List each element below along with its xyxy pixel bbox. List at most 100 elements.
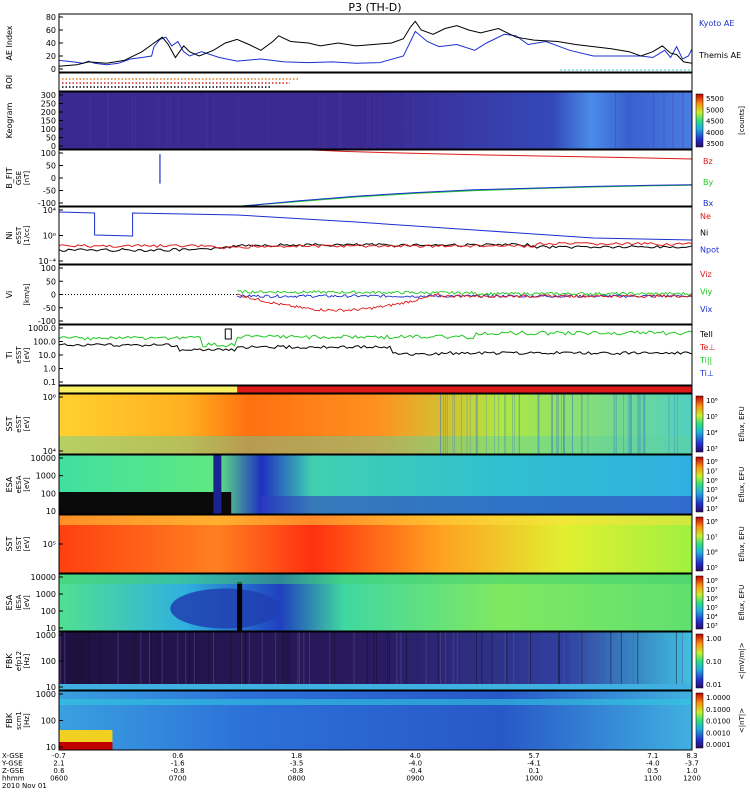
y-tick-label: 10⁵ (43, 540, 56, 549)
eesa-low-band (260, 496, 692, 514)
y-axis-label-ylabel: ESA (5, 594, 14, 610)
axis-row-label: hhmm (2, 775, 25, 783)
axis-row-label: Z-GSE (2, 767, 24, 775)
colorbar-tick: 10⁸ (706, 458, 718, 466)
y-axis-label-ysub: eSST (15, 346, 23, 364)
fbk1-spectrogram (59, 632, 692, 690)
fbk2-red-band (59, 742, 113, 750)
colorbar-tick: 0.0010 (706, 729, 731, 737)
y-tick-label: 100 (41, 657, 56, 666)
colorbar-tick: 10⁴ (706, 496, 718, 504)
y-tick-label: 80 (46, 13, 56, 22)
y-axis-label-yunit: [Hz] (23, 654, 31, 669)
y-axis-label-ylabel: ROI (5, 75, 14, 89)
legend-entry: Viz (700, 270, 712, 279)
axis-tick-value: 2.1 (53, 760, 64, 768)
y-axis-label-ysub: iSST (15, 536, 23, 552)
colorbar-label: Eflux, EFU (738, 467, 746, 502)
y-axis-label-ylabel: Ti (5, 352, 14, 360)
colorbar-tick: 10⁵ (706, 564, 718, 572)
y-tick-label: 150 (41, 117, 56, 126)
axis-tick-value: 0.6 (53, 767, 65, 775)
ni-line (58, 211, 693, 241)
panel-frame-ni (58, 206, 693, 265)
colorbar-tick: 1.00 (706, 635, 722, 643)
y-axis-label-ylabel: FBK (5, 653, 14, 669)
y-tick-label: -50 (43, 304, 56, 313)
time-axis: X-GSE -0.7 0.6 1.8 4.0 5.7 7.1 8.3Y-GSE 2.1 -1.6-… (1, 752, 701, 790)
axis-tick-value: -1.6 (171, 760, 185, 768)
y-axis-label-ysub: eSST (15, 226, 23, 244)
y-tick-label: 10000 (31, 573, 56, 582)
axis-tick-value: 0700 (169, 775, 187, 783)
ne-line (58, 241, 693, 250)
y-tick-label: -50 (43, 187, 56, 196)
legend-entry: Viy (700, 287, 713, 296)
colorbar-tick: 10⁵ (706, 413, 718, 421)
legend-entry: Kyoto AE (699, 19, 734, 28)
mode-bar-slow (59, 386, 238, 393)
legend-entry: Themis AE (698, 51, 741, 60)
iesa-gap (237, 582, 243, 631)
colorbar-tick: 10³ (706, 445, 718, 453)
colorbar-keogram (695, 93, 704, 148)
axis-tick-value: 8.3 (686, 752, 697, 760)
y-tick-label: 100 (41, 264, 56, 273)
colorbar-fbk2 (695, 692, 704, 749)
viz-line (237, 292, 693, 313)
colorbar-label: <|mV/m|> (738, 642, 746, 679)
y-axis-label-ylabel: Vi (5, 291, 14, 299)
y-tick-label: 100 (41, 717, 56, 726)
y-axis-label-ylabel: SST (5, 416, 14, 431)
esst-low-band (59, 436, 692, 454)
colorbar-tick: 10⁶ (706, 477, 718, 485)
fbk2-upper-band (59, 699, 692, 705)
figure-title: P3 (TH-D) (348, 1, 401, 14)
axis-tick-value: 0.5 (647, 767, 658, 775)
ti-gap-box (224, 328, 232, 340)
series-line-bz (311, 149, 693, 160)
y-axis-label-yunit: [eV] (23, 477, 31, 492)
panel-frame-esst (58, 393, 693, 455)
y-tick-label: 1000 (36, 690, 56, 699)
panel-frame-bar (58, 385, 693, 394)
colorbar-tick: 10⁴ (706, 429, 718, 437)
y-tick-label: 100.0 (33, 338, 56, 347)
iesa-blue-region (170, 588, 281, 629)
y-tick-label: 10⁻⁴ (38, 257, 56, 266)
y-axis-label-ylabel: Ni (5, 231, 14, 239)
colorbar-eesa (695, 456, 704, 513)
fbk2-yellow-band (59, 730, 113, 742)
y-tick-label: -100 (38, 199, 56, 208)
colorbar-tick: 10⁶ (706, 595, 718, 603)
y-axis-label-yunit: [nT] (23, 171, 31, 185)
y-tick-label: -100 (38, 317, 56, 326)
y-axis-label-ylabel: SST (5, 536, 14, 551)
colorbar-tick: 10⁷ (706, 533, 718, 541)
legend-entry: Bx (703, 199, 713, 208)
colorbar-tick: 5500 (706, 95, 724, 103)
series-line-bx (243, 184, 693, 207)
axis-tick-value: -0.4 (408, 767, 422, 775)
y-tick-label: 0 (51, 174, 56, 183)
colorbar-fbk1 (695, 633, 704, 689)
y-tick-label: 10⁴ (43, 206, 56, 215)
y-tick-label: 1000.0 (28, 324, 56, 333)
colorbar-tick: 4500 (706, 118, 724, 126)
vix-line (236, 293, 693, 298)
y-tick-label: 50 (46, 277, 56, 286)
colorbar-label: Eflux, EFU (738, 585, 746, 620)
colorbar-label: <|nT|> (738, 708, 746, 733)
y-tick-label: 10 (46, 624, 56, 633)
axis-tick-value: 0.6 (172, 752, 184, 760)
y-axis-label-yunit: [1/cc] (23, 225, 31, 245)
ti-par-line (58, 330, 693, 348)
y-tick-label: 60 (46, 26, 56, 35)
y-tick-label: 40 (46, 39, 56, 48)
y-axis-label-ylabel: Keogram (5, 102, 14, 138)
axis-date: 2010 Nov 01 (2, 782, 47, 790)
colorbar-label: [counts] (738, 106, 746, 135)
axis-tick-value: -3.5 (290, 760, 304, 768)
axis-tick-value: 7.1 (647, 752, 658, 760)
